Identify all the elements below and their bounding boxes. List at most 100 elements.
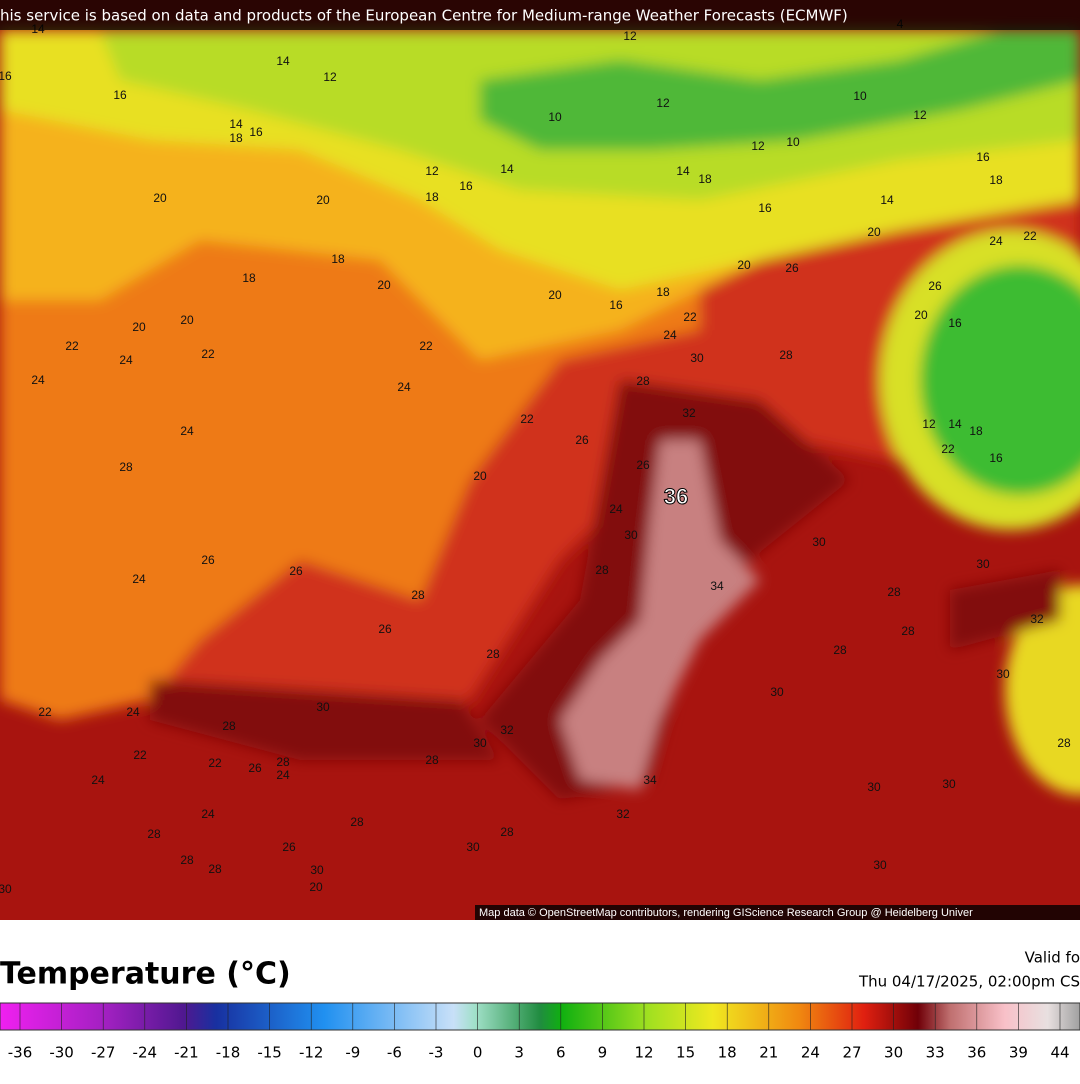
contour-label: 28 [411,588,425,602]
colorbar-tick-label: 33 [926,1044,945,1062]
colorbar-tick-label: -36 [8,1044,33,1062]
contour-label: 18 [331,252,345,266]
contour-label: 18 [656,285,670,299]
contour-label: 22 [419,339,433,353]
contour-label: 20 [377,278,391,292]
contour-label: 22 [133,748,147,762]
contour-label: 28 [208,862,222,876]
colorbar-tick-label: -12 [299,1044,324,1062]
contour-label: 20 [180,313,194,327]
contour-label: 12 [751,139,765,153]
contour-label: 30 [0,882,12,896]
contour-label: 20 [473,469,487,483]
map: 1412416141216121010121418161210161216141… [0,0,1080,920]
colorbar-tick-label: -15 [257,1044,282,1062]
contour-label: 12 [323,70,337,84]
contour-label: 14 [880,193,894,207]
contour-label: 24 [180,424,194,438]
contour-label: 14 [676,164,690,178]
contour-label: 30 [466,840,480,854]
colorbar-tick-label: 27 [842,1044,861,1062]
contour-label: 30 [873,858,887,872]
contour-label: 26 [282,840,296,854]
contour-label: 10 [548,110,562,124]
legend-title: Temperature (°C) [0,957,291,992]
colorbar-tick-label: 3 [514,1044,524,1062]
contour-label: 30 [310,863,324,877]
contour-label: 28 [833,643,847,657]
colorbar-tick-label: -9 [345,1044,360,1062]
contour-label: 20 [737,258,751,272]
contour-label: 24 [276,768,290,782]
contour-label: 20 [316,193,330,207]
contour-label: 22 [38,705,52,719]
contour-label: 30 [770,685,784,699]
colorbar-tick-label: 9 [598,1044,608,1062]
header-notice: his service is based on data and product… [0,7,848,25]
valid-time: Thu 04/17/2025, 02:00pm CS [858,973,1080,991]
contour-label: 26 [248,761,262,775]
colorbar-tick-label: 24 [801,1044,820,1062]
contour-label: 20 [867,225,881,239]
contour-label: 16 [758,201,772,215]
contour-label: 14 [500,162,514,176]
contour-label: 30 [812,535,826,549]
colorbar-tick-label: -18 [216,1044,241,1062]
contour-label: 26 [785,261,799,275]
contour-label: 18 [242,271,256,285]
contour-label: 30 [690,351,704,365]
contour-label: 22 [520,412,534,426]
contour-label: 24 [663,328,677,342]
contour-label: 36 [664,484,688,509]
contour-label: 32 [616,807,630,821]
contour-label: 30 [867,780,881,794]
contour-label: 22 [208,756,222,770]
contour-label: 28 [486,647,500,661]
contour-label: 30 [942,777,956,791]
legend: Temperature (°C) Valid fo Thu 04/17/2025… [0,949,1080,1062]
contour-label: 16 [609,298,623,312]
contour-label: 28 [595,563,609,577]
attribution: Map data © OpenStreetMap contributors, r… [479,907,973,919]
contour-label: 26 [201,553,215,567]
contour-label: 16 [249,125,263,139]
contour-label: 28 [222,719,236,733]
contour-label: 28 [901,624,915,638]
contour-label: 34 [643,773,657,787]
contour-label: 16 [989,451,1003,465]
contour-label: 24 [91,773,105,787]
contour-label: 28 [425,753,439,767]
colorbar-tick-label: 44 [1050,1044,1069,1062]
contour-label: 24 [132,572,146,586]
contour-label: 28 [500,825,514,839]
contour-label: 12 [913,108,927,122]
contour-label: 30 [996,667,1010,681]
contour-label: 14 [229,117,243,131]
contour-label: 26 [289,564,303,578]
contour-label: 28 [887,585,901,599]
colorbar-tick-label: -3 [429,1044,444,1062]
contour-label: 26 [636,458,650,472]
contour-label: 16 [113,88,127,102]
contour-label: 28 [350,815,364,829]
contour-label: 12 [623,29,637,43]
contour-label: 18 [425,190,439,204]
contour-label: 30 [624,528,638,542]
contour-label: 24 [201,807,215,821]
contour-label: 28 [147,827,161,841]
contour-label: 28 [180,853,194,867]
contour-label: 28 [636,374,650,388]
contour-label: 18 [698,172,712,186]
contour-label: 30 [976,557,990,571]
colorbar-tick-label: 0 [473,1044,483,1062]
colorbar-tick-label: -24 [133,1044,158,1062]
colorbar-tick-label: 36 [967,1044,986,1062]
contour-label: 18 [229,131,243,145]
contour-label: 22 [683,310,697,324]
contour-label: 28 [1057,736,1071,750]
contour-label: 14 [276,54,290,68]
colorbar-tick-label: 30 [884,1044,903,1062]
contour-label: 24 [397,380,411,394]
